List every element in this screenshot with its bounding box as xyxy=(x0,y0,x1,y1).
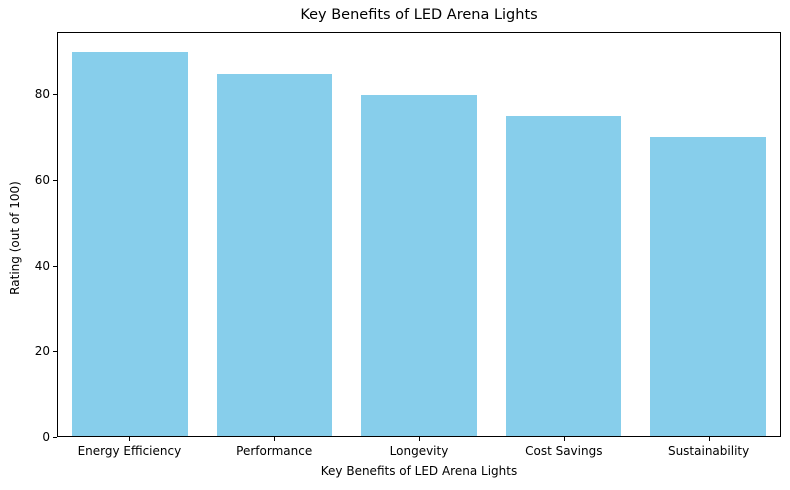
y-tick-label: 80 xyxy=(34,87,50,102)
y-tick-mark xyxy=(53,179,57,181)
bar-cost-savings xyxy=(505,116,622,436)
bar-longevity xyxy=(361,94,477,436)
y-tick-label: 40 xyxy=(34,258,50,273)
bar-sustainability xyxy=(650,137,766,436)
x-axis-tick-labels: Energy Efficiency Performance Longevity Cos… xyxy=(57,444,781,458)
x-tick-label: Sustainability xyxy=(667,444,750,458)
x-axis-label: Key Benefits of LED Arena Lights xyxy=(320,464,518,478)
y-tick-mark xyxy=(53,265,57,267)
x-tick-mark xyxy=(563,437,565,441)
x-tick-mark xyxy=(419,437,420,441)
x-tick-label: Cost Savings xyxy=(525,444,603,458)
y-axis-label-text: Rating (out of 100) xyxy=(8,181,22,295)
x-tick-mark xyxy=(274,437,276,441)
bars-container xyxy=(58,33,780,436)
y-tick-label: 60 xyxy=(34,172,50,187)
bar-cell xyxy=(491,33,635,436)
y-tick-mark xyxy=(53,351,57,353)
bar-performance xyxy=(216,73,333,436)
x-tick-mark xyxy=(129,437,131,441)
x-tick-label: Performance xyxy=(236,444,313,458)
bar-cell xyxy=(202,33,346,436)
bar-cell xyxy=(347,33,491,436)
bar-cell xyxy=(58,33,202,436)
y-tick-mark xyxy=(53,94,57,96)
chart-title: Key Benefits of LED Arena Lights xyxy=(300,7,538,23)
y-tick-label: 0 xyxy=(42,430,50,444)
y-tick-mark xyxy=(53,437,57,438)
x-tick-mark xyxy=(708,437,710,441)
bar-energy-efficiency xyxy=(72,52,188,436)
bar-cell xyxy=(636,33,780,436)
plot-area xyxy=(57,32,781,437)
y-tick-label: 20 xyxy=(34,344,50,359)
x-tick-label: Longevity xyxy=(389,444,449,458)
x-tick-label: Energy Efficiency xyxy=(77,444,182,458)
